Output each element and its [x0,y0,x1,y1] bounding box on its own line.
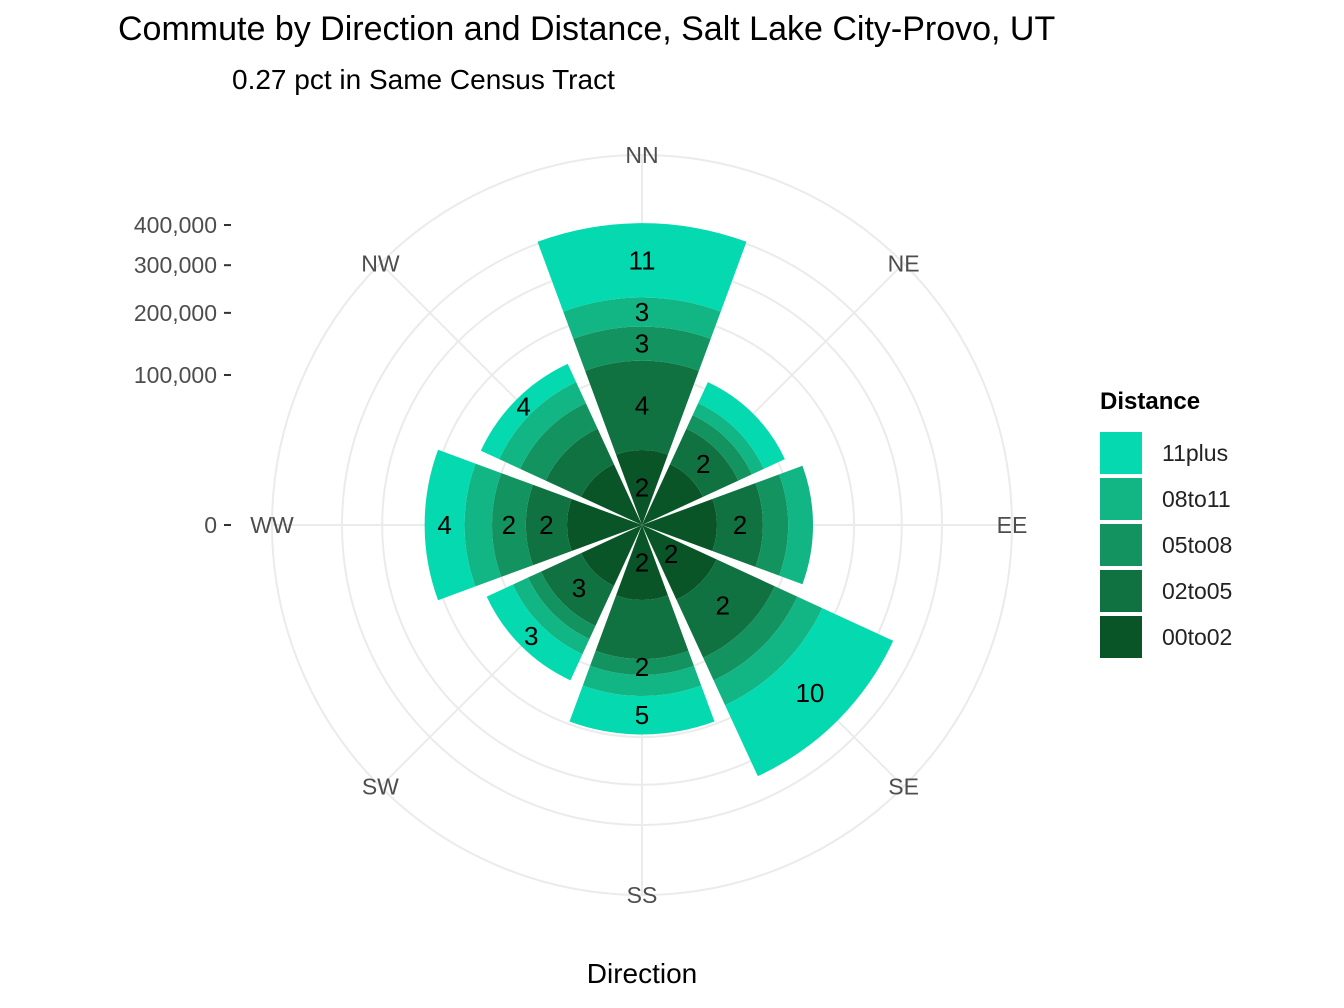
data-label: 3 [635,297,649,327]
direction-label: NE [888,250,920,276]
bar-SS-02to05 [595,595,689,660]
data-label: 11 [629,245,656,275]
bar-WW-02to05 [525,484,572,566]
bar-SW-00to02 [581,525,642,586]
legend-label: 02to05 [1162,577,1233,604]
bar-SE-02to05 [676,559,775,658]
legend-item: 02to05 [1100,568,1232,614]
data-label: 3 [524,621,538,651]
direction-label: SS [627,882,658,908]
y-tick-label: 200,000 [134,300,217,326]
bar-NN-02to05 [585,360,699,455]
bar-SE-00to02 [642,525,717,600]
x-axis-label: Direction [586,958,698,989]
legend-label: 05to08 [1162,531,1233,558]
chart-subtitle: 0.27 pct in Same Census Tract [232,64,615,95]
bar-NN-00to02 [616,450,668,525]
data-label: 4 [516,392,530,422]
bar-SS-08to11 [582,665,702,697]
bar-WW-11plus [424,449,476,601]
legend-key [1100,478,1142,520]
bar-SS-11plus [569,685,715,735]
legend-label: 08to11 [1162,485,1231,512]
direction-label: EE [997,512,1028,538]
bar-EE-02to05 [712,483,763,567]
data-label: 5 [635,700,649,730]
direction-label: SW [362,774,399,800]
legend-key [1100,524,1142,566]
bar-NE-11plus [698,382,785,469]
legend-item: 08to11 [1100,476,1232,522]
bar-NW-02to05 [545,428,614,497]
bar-NE-05to08 [686,415,752,481]
bar-NW-11plus [480,363,577,460]
bar-SS-00to02 [616,525,668,601]
legend-item: 05to08 [1100,522,1232,568]
direction-labels: NN NE EE SE SS SW WW NW [250,142,1027,908]
bar-segments [424,223,894,777]
bar-EE-00to02 [642,499,718,551]
legend-items: 11plus 08to11 05to08 02to05 00to02 [1100,430,1232,660]
bar-SW-05to08 [528,571,596,639]
bar-WW-00to02 [567,499,642,551]
data-label: 2 [635,548,649,578]
legend-label: 11plus [1162,439,1229,466]
legend-key [1100,570,1142,612]
bar-EE-08to11 [779,465,814,585]
data-label: 2 [716,591,730,621]
bar-NN-08to11 [563,297,721,339]
legend-item: 11plus [1100,430,1232,476]
bar-NE-08to11 [692,403,764,475]
bar-SW-02to05 [540,553,614,627]
bar-SE-05to08 [703,586,798,681]
legend-key [1100,432,1142,474]
data-label: 2 [733,510,747,540]
legend-key [1100,616,1142,658]
legend-title: Distance [1100,388,1201,415]
chart-title: Commute by Direction and Distance, Salt … [118,10,1056,48]
y-tick-label: 400,000 [134,212,217,238]
bar-NN-05to08 [573,326,711,371]
data-label: 2 [539,510,553,540]
bar-NE-02to05 [670,428,739,497]
bar-NE-00to02 [642,464,703,525]
y-axis: 0 100,000 200,000 300,000 400,000 [134,212,231,538]
data-label: 2 [502,510,516,540]
bar-SS-05to08 [590,650,694,675]
bar-SW-11plus [486,584,583,681]
direction-label: NN [625,142,658,168]
direction-label: SE [888,774,919,800]
bar-WW-08to11 [464,463,502,587]
bar-NW-05to08 [520,403,598,481]
bar-SE-08to11 [713,596,823,706]
y-tick-label: 0 [204,512,217,538]
data-label: 3 [572,573,586,603]
bar-NW-08to11 [499,382,586,469]
data-label: 4 [437,510,451,540]
legend-item: 00to02 [1100,614,1232,660]
legend-label: 00to02 [1162,623,1233,650]
data-label: 4 [635,390,649,420]
data-label: 2 [635,652,649,682]
bar-SW-08to11 [512,577,590,655]
y-tick-label: 300,000 [134,252,217,278]
data-label: 10 [795,678,824,708]
legend: Distance 11plus 08to11 05to08 02to05 00to02 [1100,388,1232,660]
direction-label: WW [250,512,294,538]
bar-WW-05to08 [492,473,533,577]
bar-NN-11plus [537,223,747,312]
bar-SE-11plus [725,608,894,777]
direction-label: NW [361,250,400,276]
data-label: 3 [635,329,649,359]
data-label: 2 [696,449,710,479]
bar-EE-05to08 [755,474,789,576]
bar-NW-00to02 [581,464,642,525]
y-tick-label: 100,000 [134,362,217,388]
data-label: 2 [664,539,678,569]
data-label: 2 [635,473,649,503]
